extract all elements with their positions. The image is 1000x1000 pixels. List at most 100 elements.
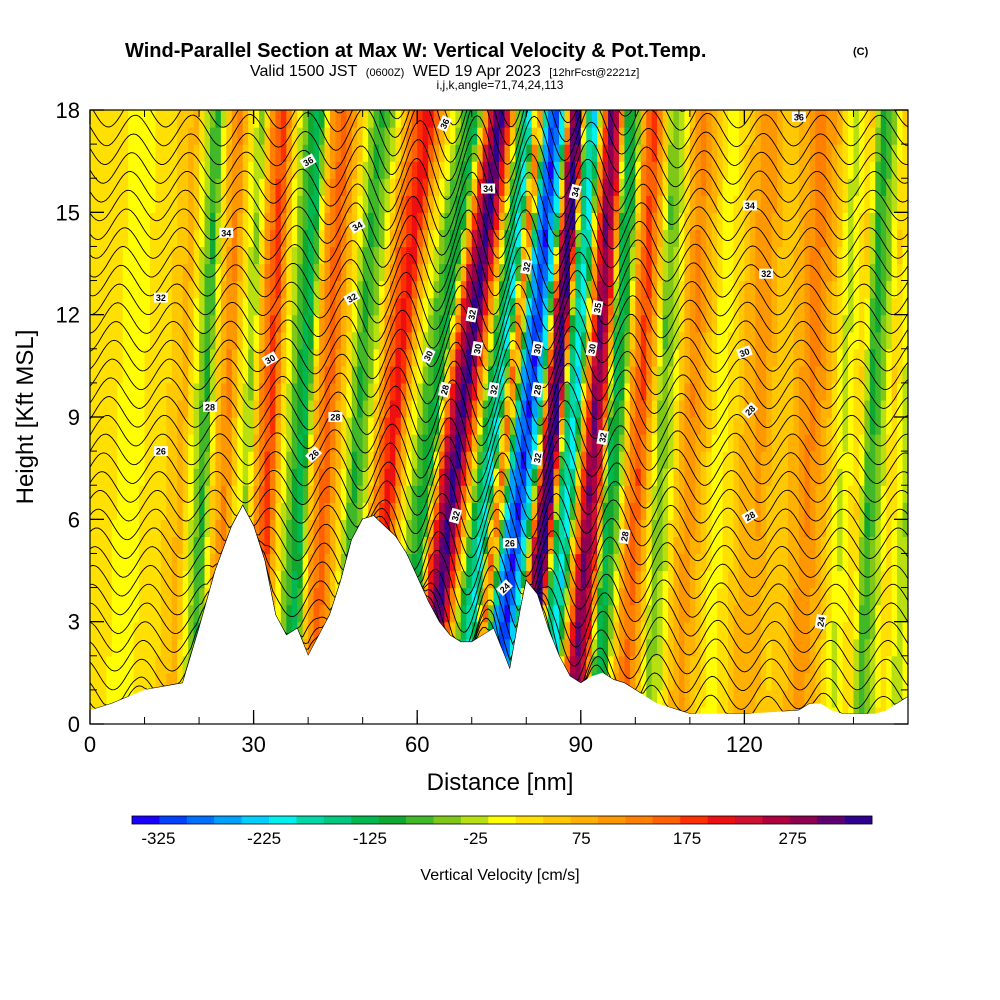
velocity-cell (886, 417, 893, 435)
velocity-cell (422, 280, 429, 299)
velocity-cell (624, 587, 631, 606)
velocity-cell (646, 553, 653, 572)
velocity-cell (466, 331, 473, 350)
velocity-cell (302, 348, 309, 367)
velocity-cell (275, 331, 282, 350)
velocity-cell (624, 434, 631, 452)
velocity-cell (897, 246, 904, 265)
velocity-cell (869, 502, 876, 520)
velocity-cell (122, 519, 129, 537)
velocity-cell (629, 212, 636, 230)
velocity-cell (629, 178, 636, 196)
velocity-cell (575, 280, 582, 299)
velocity-cell (111, 161, 118, 179)
velocity-cell (793, 212, 800, 230)
velocity-cell (177, 161, 184, 179)
velocity-cell (542, 161, 549, 179)
velocity-cell (613, 348, 620, 367)
velocity-cell (864, 314, 871, 333)
velocity-cell (717, 553, 724, 572)
velocity-cell (842, 570, 849, 589)
velocity-cell (155, 655, 162, 674)
velocity-cell (689, 229, 696, 248)
velocity-cell (149, 246, 157, 265)
velocity-cell (744, 451, 751, 469)
velocity-cell (586, 280, 593, 299)
velocity-cell (635, 553, 642, 572)
velocity-cell (139, 314, 146, 333)
velocity-cell (668, 161, 675, 179)
velocity-cell (897, 587, 904, 606)
velocity-cell (771, 263, 778, 282)
velocity-cell (515, 451, 522, 469)
velocity-cell (379, 382, 386, 401)
velocity-cell (504, 348, 511, 367)
velocity-cell (455, 382, 462, 401)
velocity-cell (144, 672, 151, 691)
velocity-cell (760, 485, 767, 503)
velocity-cell (100, 314, 107, 333)
velocity-cell (362, 417, 369, 435)
velocity-cell (700, 212, 707, 230)
velocity-cell (226, 382, 233, 401)
velocity-cell (269, 263, 277, 282)
velocity-cell (782, 604, 789, 623)
velocity-cell (122, 365, 129, 384)
velocity-cell (837, 502, 844, 520)
velocity-cell (575, 263, 582, 282)
velocity-cell (575, 229, 582, 248)
velocity-cell (853, 519, 860, 537)
velocity-cell (259, 417, 266, 435)
velocity-cell (357, 263, 364, 282)
velocity-cell (733, 297, 740, 316)
velocity-cell (848, 348, 855, 367)
velocity-cell (864, 161, 871, 179)
velocity-cell (755, 468, 762, 486)
velocity-cell (706, 161, 713, 179)
velocity-cell (160, 144, 167, 162)
velocity-cell (400, 229, 407, 248)
velocity-cell (231, 229, 238, 248)
velocity-cell (493, 485, 500, 503)
velocity-cell (864, 689, 871, 708)
velocity-cell (668, 519, 675, 537)
velocity-cell (629, 195, 636, 213)
velocity-cell (651, 604, 658, 623)
velocity-cell (417, 246, 424, 265)
velocity-cell (744, 536, 751, 555)
velocity-cell (460, 399, 467, 418)
velocity-cell (684, 212, 691, 230)
velocity-cell (858, 468, 865, 486)
velocity-cell (869, 331, 876, 350)
velocity-cell (749, 280, 756, 299)
velocity-cell (869, 263, 876, 282)
velocity-cell (728, 417, 735, 435)
velocity-cell (809, 297, 816, 316)
velocity-cell (575, 399, 582, 418)
velocity-cell (199, 212, 206, 230)
velocity-cell (673, 399, 680, 418)
velocity-cell (160, 519, 167, 537)
velocity-cell (449, 587, 456, 606)
subtitle-date: WED 19 Apr 2023 (413, 63, 541, 80)
velocity-cell (302, 536, 309, 555)
velocity-cell (379, 331, 386, 350)
velocity-cell (635, 348, 642, 367)
velocity-cell (482, 331, 489, 350)
velocity-cell (586, 621, 593, 640)
velocity-cell (842, 672, 849, 691)
velocity-cell (215, 314, 222, 333)
velocity-cell (728, 519, 735, 537)
velocity-cell (717, 348, 724, 367)
velocity-cell (826, 297, 833, 316)
velocity-cell (798, 229, 805, 248)
velocity-cell (280, 468, 287, 486)
velocity-cell (575, 485, 582, 503)
velocity-cell (678, 604, 686, 623)
velocity-cell (613, 502, 620, 520)
velocity-cell (297, 382, 304, 401)
velocity-cell (684, 621, 691, 640)
velocity-cell (193, 570, 200, 589)
velocity-cell (580, 468, 587, 486)
velocity-cell (389, 331, 396, 350)
